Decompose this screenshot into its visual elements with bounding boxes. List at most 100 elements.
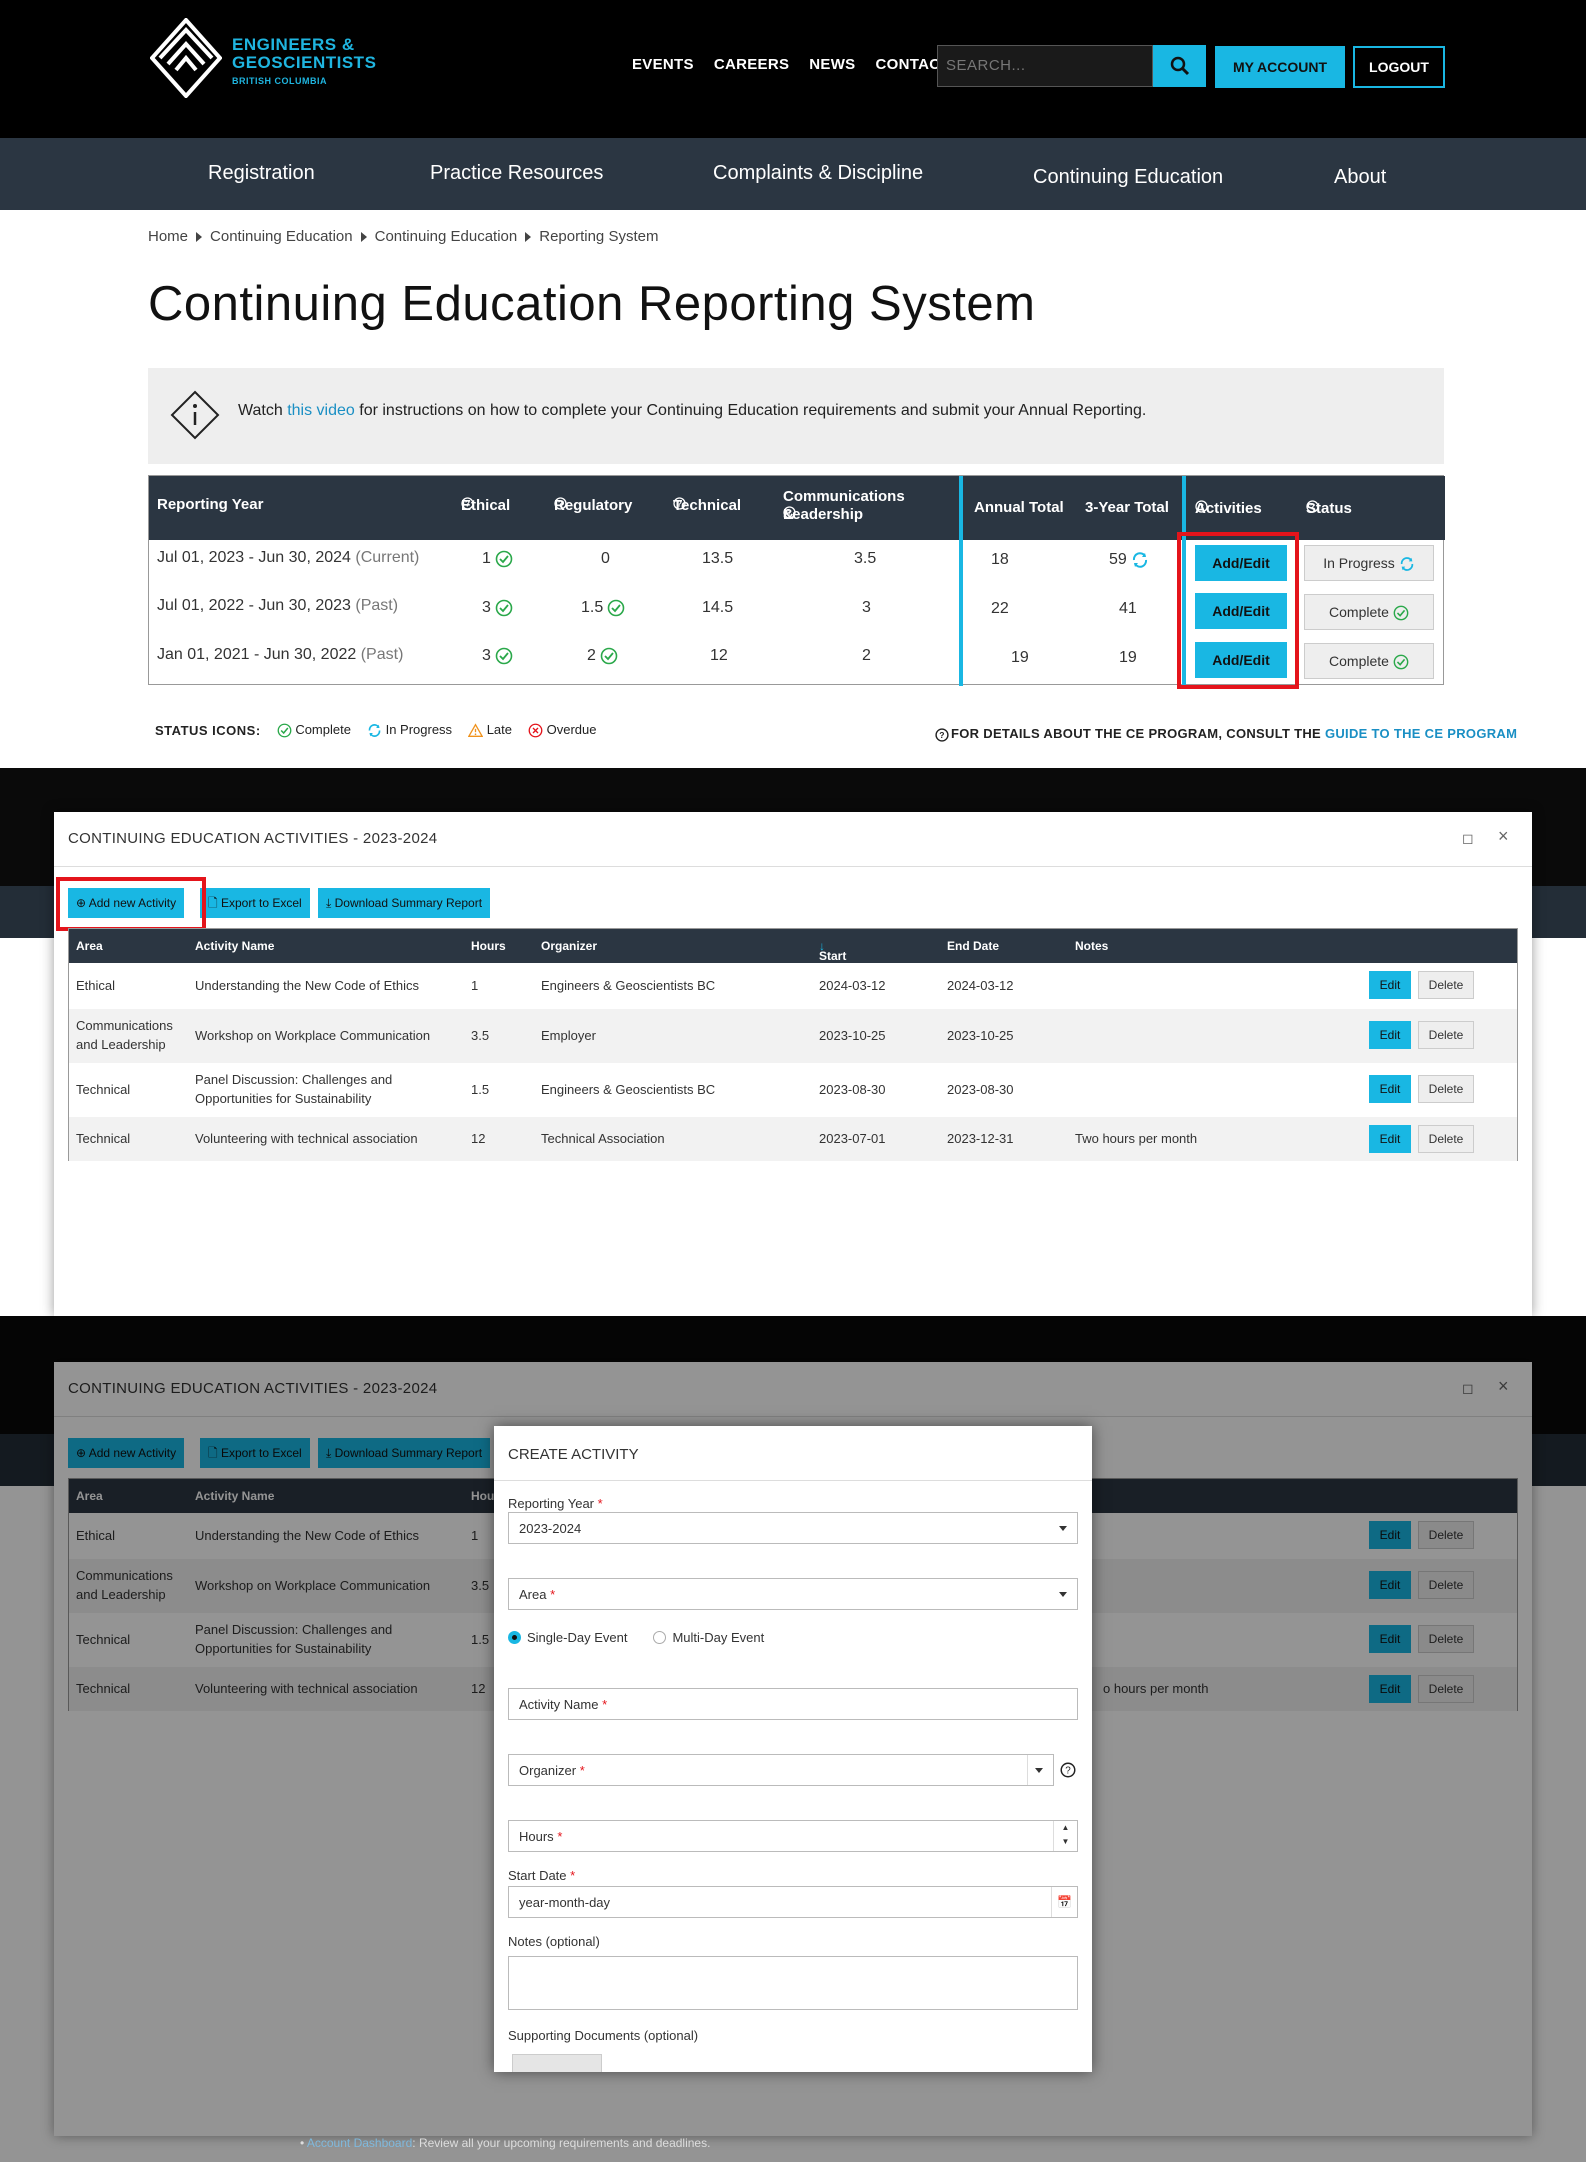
delete-button[interactable]: Delete: [1418, 1521, 1474, 1549]
column-divider: [959, 476, 963, 686]
row-annual: 19: [1011, 649, 1029, 666]
nav-continuing-education[interactable]: Continuing Education: [1033, 166, 1224, 188]
cell-area: Ethical: [76, 978, 116, 993]
edit-button[interactable]: Edit: [1369, 1571, 1411, 1599]
edit-button[interactable]: Edit: [1369, 971, 1411, 999]
footer-bullet: • Account Dashboard: Review all your upc…: [300, 2136, 711, 2150]
close-icon[interactable]: ×: [1498, 826, 1509, 846]
status-button[interactable]: Complete: [1304, 643, 1434, 679]
my-account-button[interactable]: MY ACCOUNT: [1215, 46, 1345, 88]
video-link[interactable]: this video: [287, 402, 355, 419]
site-logo[interactable]: ENGINEERS & GEOSCIENTISTS BRITISH COLUMBI…: [150, 18, 376, 98]
add-edit-button[interactable]: Add/Edit: [1195, 642, 1287, 678]
add-edit-button[interactable]: Add/Edit: [1195, 545, 1287, 581]
account-dashboard-link[interactable]: Account Dashboard: [306, 2136, 413, 2150]
header-leadership: Leadership: [783, 506, 864, 523]
edit-button[interactable]: Edit: [1369, 1521, 1411, 1549]
close-icon[interactable]: ×: [1498, 1376, 1509, 1396]
search-input[interactable]: SEARCH...: [937, 45, 1153, 87]
start-date-placeholder: year-month-day: [519, 1895, 611, 1910]
maximize-icon[interactable]: ◻: [1462, 830, 1474, 846]
legend-complete: Complete: [295, 722, 351, 737]
hours-stepper[interactable]: ▲ ▼: [1053, 1821, 1077, 1851]
cell-end-date: 2023-08-30: [947, 1082, 1014, 1097]
logout-button[interactable]: LOGOUT: [1353, 46, 1445, 88]
select-files-button[interactable]: [512, 2054, 602, 2072]
help-icon[interactable]: ?: [1195, 500, 1208, 513]
export-excel-button[interactable]: 🗋 Export to Excel: [200, 888, 310, 918]
help-icon[interactable]: ?: [783, 506, 796, 519]
top-link-contact[interactable]: CONTACT: [875, 56, 950, 73]
reporting-year-select[interactable]: 2023-2024: [508, 1512, 1078, 1544]
top-link-careers[interactable]: CAREERS: [713, 56, 790, 73]
download-report-button[interactable]: ⤓ Download Summary Report: [318, 888, 491, 918]
cell-activity-name: Panel Discussion: Challenges and Opportu…: [195, 1072, 393, 1106]
cell-hours: 12: [471, 1131, 486, 1146]
breadcrumb-ce-2[interactable]: Continuing Education: [374, 228, 518, 245]
edit-button[interactable]: Edit: [1369, 1625, 1411, 1653]
delete-button[interactable]: Delete: [1418, 971, 1474, 999]
top-links: EVENTS CAREERS NEWS CONTACT: [632, 56, 950, 73]
delete-button[interactable]: Delete: [1418, 1125, 1474, 1153]
delete-button[interactable]: Delete: [1418, 1675, 1474, 1703]
single-day-radio[interactable]: [508, 1631, 521, 1644]
export-excel-label: Export to Excel: [220, 1446, 302, 1460]
delete-button[interactable]: Delete: [1418, 1075, 1474, 1103]
calendar-icon[interactable]: 📅: [1051, 1887, 1077, 1917]
breadcrumb-ce[interactable]: Continuing Education: [210, 228, 353, 245]
delete-button[interactable]: Delete: [1418, 1021, 1474, 1049]
help-icon[interactable]: ?: [673, 497, 686, 510]
hours-input[interactable]: Hours * ▲ ▼: [508, 1820, 1078, 1852]
nav-about[interactable]: About: [1334, 166, 1387, 188]
maximize-icon[interactable]: ◻: [1462, 1380, 1474, 1396]
activities-table: Area Activity Name Hours Organizer Start…: [68, 928, 1518, 1161]
main-nav: Registration Practice Resources Complain…: [0, 138, 1586, 210]
edit-button[interactable]: Edit: [1369, 1021, 1411, 1049]
row-comm: 3.5: [854, 550, 877, 567]
required-marker: *: [597, 1496, 603, 1511]
row-comm: 2: [862, 647, 871, 664]
add-activity-button[interactable]: ⊕ Add new Activity: [68, 888, 185, 918]
help-icon[interactable]: ?: [461, 497, 474, 510]
nav-practice-resources[interactable]: Practice Resources: [430, 162, 604, 184]
guide-link[interactable]: GUIDE TO THE CE PROGRAM: [1324, 726, 1518, 741]
download-report-button[interactable]: ⤓ Download Summary Report: [318, 1438, 491, 1468]
row-tag: (Past): [360, 646, 404, 663]
nav-registration[interactable]: Registration: [208, 162, 315, 184]
header-start-date[interactable]: Start Date ↓: [819, 939, 846, 977]
area-select[interactable]: Area *: [508, 1578, 1078, 1610]
guide-note: ? FOR DETAILS ABOUT THE CE PROGRAM, CONSU…: [935, 726, 1517, 742]
start-date-input[interactable]: year-month-day 📅: [508, 1886, 1078, 1918]
edit-button[interactable]: Edit: [1369, 1125, 1411, 1153]
delete-button[interactable]: Delete: [1418, 1625, 1474, 1653]
cell-start-date: 2023-10-25: [819, 1028, 886, 1043]
row-technical: 14.5: [702, 599, 734, 616]
cell-end-date: 2023-10-25: [947, 1028, 1014, 1043]
nav-complaints-discipline[interactable]: Complaints & Discipline: [713, 162, 924, 184]
header-reporting-year: Reporting Year: [157, 496, 264, 513]
cell-activity-name: Workshop on Workplace Communication: [195, 1578, 431, 1593]
top-link-events[interactable]: EVENTS: [632, 56, 694, 73]
help-icon[interactable]: ?: [1060, 1762, 1076, 1778]
breadcrumb-home[interactable]: Home: [148, 228, 189, 245]
delete-button[interactable]: Delete: [1418, 1571, 1474, 1599]
complete-check-icon: [607, 599, 625, 617]
export-excel-button[interactable]: 🗋 Export to Excel: [200, 1438, 310, 1468]
cell-organizer: Technical Association: [541, 1131, 665, 1146]
notes-textarea[interactable]: [508, 1956, 1078, 2010]
edit-button[interactable]: Edit: [1369, 1075, 1411, 1103]
activity-name-input[interactable]: Activity Name *: [508, 1688, 1078, 1720]
add-activity-button[interactable]: ⊕ Add new Activity: [68, 1438, 185, 1468]
status-button[interactable]: In Progress: [1304, 545, 1434, 581]
help-icon[interactable]: ?: [1306, 500, 1319, 513]
info-box: Watch this video for instructions on how…: [148, 368, 1444, 464]
organizer-select[interactable]: Organizer *: [508, 1754, 1054, 1786]
help-icon[interactable]: ?: [554, 497, 567, 510]
cell-notes: o hours per month: [1103, 1681, 1209, 1696]
edit-button[interactable]: Edit: [1369, 1675, 1411, 1703]
status-button[interactable]: Complete: [1304, 594, 1434, 630]
multi-day-radio[interactable]: [653, 1631, 667, 1644]
search-button[interactable]: [1153, 45, 1206, 87]
top-link-news[interactable]: NEWS: [809, 56, 856, 73]
add-edit-button[interactable]: Add/Edit: [1195, 593, 1287, 629]
